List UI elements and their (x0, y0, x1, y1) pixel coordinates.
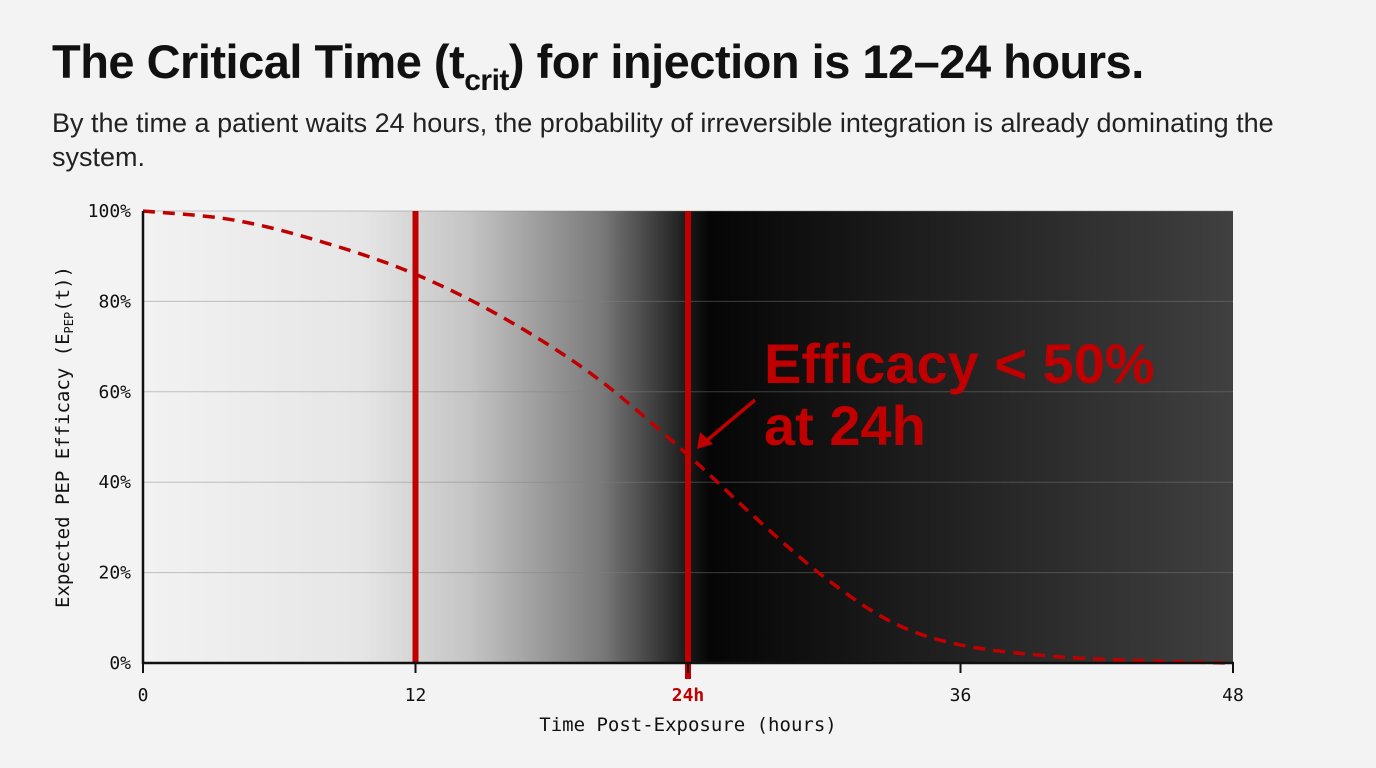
page-title: The Critical Time (tcrit) for injection … (52, 34, 1144, 98)
x-tick-label: 48 (1222, 685, 1244, 706)
y-axis-label: Expected PEP Efficacy (EPEP(t)) (52, 266, 76, 608)
y-tick-label: 100% (88, 201, 132, 222)
x-tick-label: 24h (672, 685, 705, 706)
title-subscript: crit (464, 64, 509, 97)
annotation-arrow (703, 398, 757, 444)
y-tick-label: 0% (109, 653, 131, 674)
y-tick-label: 60% (98, 382, 131, 403)
title-text-end: ) for injection is 12–24 hours. (508, 35, 1144, 88)
y-tick-label: 80% (98, 291, 131, 312)
efficacy-curve (142, 209, 1234, 665)
x-tick-label: 0 (138, 685, 149, 706)
annotation-line1: Efficacy < 50% (764, 332, 1155, 395)
x-axis-label: Time Post-Exposure (hours) (539, 714, 836, 736)
x-tick-label: 36 (950, 685, 972, 706)
subtitle: By the time a patient waits 24 hours, th… (52, 108, 1274, 172)
annotation-arrowhead (697, 432, 713, 449)
x-tick-label: 12 (405, 685, 427, 706)
y-tick-label: 20% (98, 563, 131, 584)
annotation-line2: at 24h (764, 394, 926, 457)
title-text: The Critical Time (t (52, 35, 465, 88)
y-tick-label: 40% (98, 472, 131, 493)
